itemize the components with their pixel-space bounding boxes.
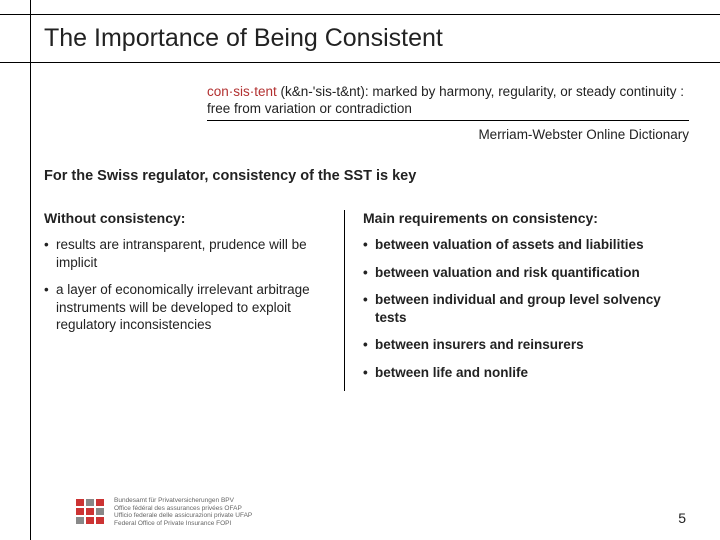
list-item: between valuation of assets and liabilit… [363, 236, 694, 254]
org-line: Bundesamt für Privatversicherungen BPV [114, 497, 252, 505]
list-item: between valuation and risk quantificatio… [363, 264, 694, 282]
right-heading: Main requirements on consistency: [363, 210, 694, 226]
top-rule [0, 14, 720, 15]
org-line: Office fédéral des assurances privées OF… [114, 505, 252, 513]
slide-title: The Importance of Being Consistent [44, 24, 443, 53]
left-heading: Without consistency: [44, 210, 326, 226]
definition-attribution: Merriam-Webster Online Dictionary [207, 127, 689, 142]
definition-pronunciation: (k&n-'sis-t&nt): [281, 84, 373, 99]
logo-mark-icon [76, 499, 106, 525]
definition-word: con·sis·tent [207, 84, 277, 99]
page-number: 5 [678, 510, 686, 526]
title-underline-rule [0, 62, 720, 63]
list-item: results are intransparent, prudence will… [44, 236, 326, 271]
vertical-rule [30, 0, 31, 540]
column-right: Main requirements on consistency: betwee… [344, 210, 694, 391]
logo-text: Bundesamt für Privatversicherungen BPV O… [114, 497, 252, 528]
left-list: results are intransparent, prudence will… [44, 236, 326, 334]
list-item: between individual and group level solve… [363, 291, 694, 326]
definition-text: con·sis·tent (k&n-'sis-t&nt): marked by … [207, 84, 689, 121]
footer-logo: Bundesamt für Privatversicherungen BPV O… [76, 497, 252, 528]
subheading: For the Swiss regulator, consistency of … [44, 168, 416, 184]
org-line: Federal Office of Private Insurance FOPI [114, 520, 252, 528]
list-item: a layer of economically irrelevant arbit… [44, 281, 326, 334]
definition-body: marked by harmony, regularity, or steady… [207, 84, 684, 116]
slide: The Importance of Being Consistent con·s… [0, 0, 720, 540]
column-left: Without consistency: results are intrans… [44, 210, 344, 391]
columns: Without consistency: results are intrans… [44, 210, 694, 391]
list-item: between life and nonlife [363, 364, 694, 382]
definition-block: con·sis·tent (k&n-'sis-t&nt): marked by … [207, 84, 689, 142]
list-item: between insurers and reinsurers [363, 336, 694, 354]
org-line: Ufficio federale delle assicurazioni pri… [114, 512, 252, 520]
right-list: between valuation of assets and liabilit… [363, 236, 694, 381]
